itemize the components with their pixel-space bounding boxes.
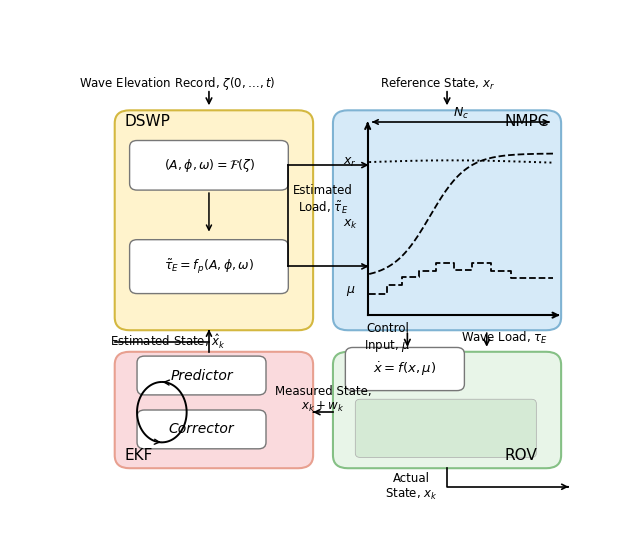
Text: $\tilde{\tau}_E = f_p(A,\phi,\omega)$: $\tilde{\tau}_E = f_p(A,\phi,\omega)$ xyxy=(164,257,254,276)
Text: Wave Load, $\tau_E$: Wave Load, $\tau_E$ xyxy=(461,330,547,346)
Text: $(A,\phi,\omega) = \mathcal{F}(\zeta)$: $(A,\phi,\omega) = \mathcal{F}(\zeta)$ xyxy=(164,157,254,174)
FancyBboxPatch shape xyxy=(137,356,266,395)
FancyBboxPatch shape xyxy=(355,399,536,458)
Text: ROV: ROV xyxy=(504,448,537,463)
Text: $x_r$: $x_r$ xyxy=(344,156,357,169)
Text: $\mu$: $\mu$ xyxy=(346,284,355,298)
FancyBboxPatch shape xyxy=(115,110,313,330)
Text: $\dot{x} = f(x,\mu )$: $\dot{x} = f(x,\mu )$ xyxy=(373,360,436,378)
FancyBboxPatch shape xyxy=(333,352,561,468)
Text: Control
Input, $\mu$: Control Input, $\mu$ xyxy=(364,323,411,353)
Text: $x_k$: $x_k$ xyxy=(343,218,358,231)
Text: NMPC: NMPC xyxy=(504,114,548,129)
Text: Reference State, $x_r$: Reference State, $x_r$ xyxy=(380,76,495,92)
FancyBboxPatch shape xyxy=(137,410,266,449)
Text: Estimated State, $\hat{x}_k$: Estimated State, $\hat{x}_k$ xyxy=(110,333,225,351)
Text: Actual
State, $x_k$: Actual State, $x_k$ xyxy=(385,472,438,502)
FancyBboxPatch shape xyxy=(346,347,465,391)
Text: DSWP: DSWP xyxy=(125,114,170,129)
Text: $N_c$: $N_c$ xyxy=(452,106,468,121)
Text: Measured State,
$x_k + w_k$: Measured State, $x_k + w_k$ xyxy=(275,385,371,414)
FancyBboxPatch shape xyxy=(333,110,561,330)
FancyBboxPatch shape xyxy=(115,352,313,468)
Text: Corrector: Corrector xyxy=(169,422,234,436)
Text: Estimated
Load, $\tilde{\tau}_E$: Estimated Load, $\tilde{\tau}_E$ xyxy=(293,184,353,216)
FancyBboxPatch shape xyxy=(129,240,289,293)
Text: Wave Elevation Record, $\zeta(0,\ldots,t)$: Wave Elevation Record, $\zeta(0,\ldots,t… xyxy=(79,75,275,92)
Text: Predictor: Predictor xyxy=(170,368,233,382)
Text: EKF: EKF xyxy=(125,448,153,463)
FancyBboxPatch shape xyxy=(129,141,289,190)
